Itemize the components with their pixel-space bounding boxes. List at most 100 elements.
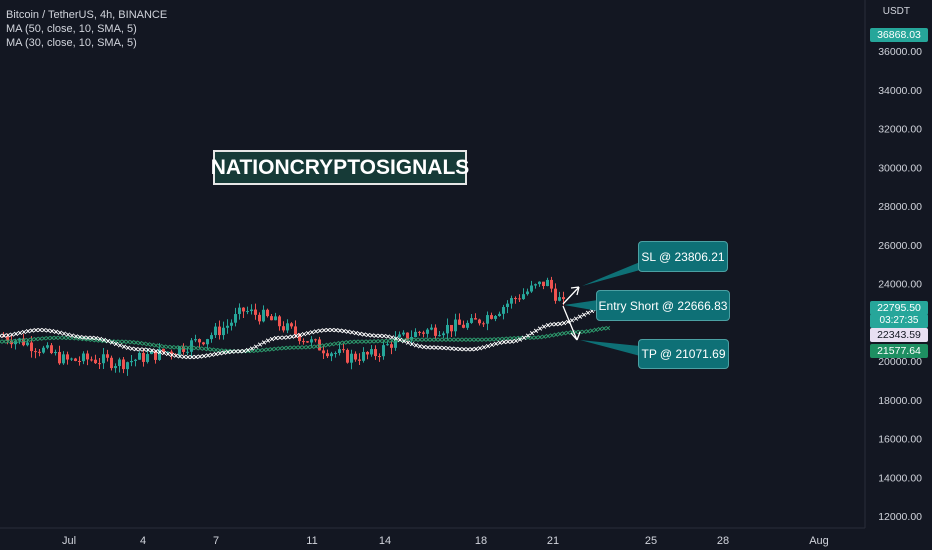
candle-body bbox=[342, 349, 345, 351]
ma30-line-marker bbox=[277, 335, 283, 340]
time-tick-label: 4 bbox=[140, 535, 146, 547]
currency-unit-label[interactable]: USDT bbox=[882, 6, 910, 17]
ma30-line-marker bbox=[125, 345, 131, 350]
ma30-line-marker bbox=[157, 349, 163, 355]
time-tick-label: 14 bbox=[379, 535, 391, 547]
ma50-line-marker bbox=[505, 336, 511, 341]
ma50-line-marker bbox=[9, 339, 15, 344]
stop-loss-callout[interactable]: SL @ 23806.21 bbox=[638, 241, 728, 272]
ma30-legend[interactable]: MA (30, close, 10, SMA, 5) bbox=[6, 37, 137, 49]
ma30-line-marker bbox=[433, 345, 439, 350]
ma30-line-marker bbox=[317, 328, 323, 333]
candle-body bbox=[274, 316, 277, 321]
candle-body bbox=[70, 358, 73, 360]
current-price-tag: 22795.50 bbox=[870, 301, 928, 315]
candle-body bbox=[434, 327, 437, 336]
ma30-line-marker bbox=[349, 330, 355, 335]
candle-body bbox=[22, 338, 25, 346]
ma50-line-marker bbox=[293, 345, 299, 350]
ma50-line-marker bbox=[369, 339, 375, 344]
candle-body bbox=[118, 359, 121, 367]
time-tick-label: Jul bbox=[62, 535, 76, 547]
candle-body bbox=[522, 294, 525, 300]
ma50-line-marker bbox=[313, 344, 319, 349]
ma30-line-marker bbox=[153, 349, 159, 354]
ma30-line-marker bbox=[221, 350, 227, 355]
ma30-line-marker bbox=[265, 338, 271, 343]
price-tick-label: 20000.00 bbox=[878, 356, 922, 368]
candle-body bbox=[158, 348, 161, 360]
stop-loss-arrow bbox=[562, 286, 580, 305]
ma30-line-marker bbox=[177, 354, 183, 359]
ma30-line-marker bbox=[401, 339, 407, 344]
ma30-line-marker bbox=[505, 339, 511, 344]
candle-body bbox=[198, 339, 201, 343]
entry-short-callout[interactable]: Entry Short @ 22666.83 bbox=[596, 290, 730, 321]
ma30-line-marker bbox=[417, 344, 423, 349]
ma50-legend[interactable]: MA (50, close, 10, SMA, 5) bbox=[6, 23, 137, 35]
ma50-line-marker bbox=[213, 347, 219, 353]
ma30-line-marker bbox=[369, 333, 375, 338]
ma30-line-marker bbox=[13, 331, 19, 336]
candle-body bbox=[74, 358, 77, 361]
ma50-line-marker bbox=[329, 342, 335, 347]
high-price-tag: 36868.03 bbox=[870, 28, 928, 42]
ma50-line-marker bbox=[5, 339, 11, 344]
ma30-line-marker bbox=[573, 316, 579, 321]
candle-body bbox=[330, 353, 333, 357]
ma30-line-marker bbox=[245, 347, 251, 353]
ma50-line-marker bbox=[601, 326, 607, 331]
candle-body bbox=[34, 351, 37, 353]
candle-body bbox=[542, 281, 545, 287]
candle-body bbox=[222, 327, 225, 336]
ma50-line-marker bbox=[0, 339, 3, 344]
ma30-line-marker bbox=[273, 335, 279, 341]
price-tick-label: 30000.00 bbox=[878, 162, 922, 174]
symbol-title[interactable]: Bitcoin / TetherUS, 4h, BINANCE bbox=[6, 9, 168, 21]
ma50-line-marker bbox=[257, 348, 263, 353]
ma50-line-marker bbox=[433, 337, 439, 342]
ma50-line-marker bbox=[13, 338, 19, 344]
ma30-line-marker bbox=[477, 346, 483, 351]
take-profit-callout[interactable]: TP @ 21071.69 bbox=[638, 339, 729, 369]
candle-body bbox=[178, 346, 181, 355]
candle-body bbox=[438, 335, 441, 337]
ma50-line-marker bbox=[345, 340, 351, 345]
ma30-line-marker bbox=[393, 336, 399, 341]
ma30-line-marker bbox=[37, 327, 43, 333]
candle-body bbox=[66, 354, 69, 360]
ma30-line-marker bbox=[485, 343, 491, 349]
ma30-line-marker bbox=[161, 350, 167, 356]
candle-body bbox=[138, 352, 141, 360]
ma50-line-marker bbox=[401, 337, 407, 343]
ma30-line-marker bbox=[213, 351, 219, 357]
ma50-line-marker bbox=[129, 340, 135, 345]
ma30-line-marker bbox=[337, 328, 343, 333]
ma50-line-marker bbox=[277, 346, 283, 351]
candle-body bbox=[530, 285, 533, 292]
ma30-line-marker bbox=[345, 329, 351, 334]
ma50-line-marker bbox=[81, 336, 87, 342]
ma30-line-marker bbox=[85, 335, 91, 340]
ma50-line-marker bbox=[301, 345, 307, 350]
ma50-line-marker bbox=[57, 335, 63, 340]
price-tick-label: 16000.00 bbox=[878, 434, 922, 446]
candle-body bbox=[494, 315, 497, 319]
ma50-line-marker bbox=[317, 343, 323, 349]
ma50-line-marker bbox=[493, 337, 499, 342]
ma30-line-marker bbox=[501, 339, 507, 345]
candle-body bbox=[210, 335, 213, 340]
ma50-line-marker bbox=[457, 337, 463, 342]
candle-body bbox=[254, 309, 257, 315]
candle-body bbox=[554, 288, 557, 301]
ma30-line-marker bbox=[173, 353, 179, 358]
ma30-line-marker bbox=[509, 339, 515, 344]
candle-body bbox=[378, 356, 381, 358]
time-tick-label: 25 bbox=[645, 535, 657, 547]
ma50-line-marker bbox=[33, 336, 39, 342]
price-tick-label: 28000.00 bbox=[878, 201, 922, 213]
ma30-line-marker bbox=[241, 348, 247, 354]
candle-body bbox=[270, 316, 273, 321]
